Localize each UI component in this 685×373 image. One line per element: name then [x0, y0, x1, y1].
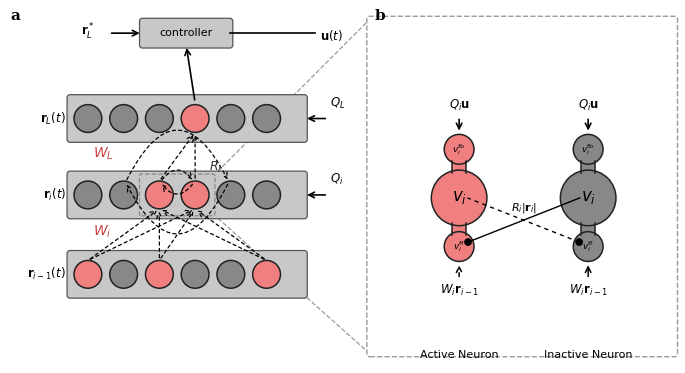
Text: $\mathbf{r}_L(t)$: $\mathbf{r}_L(t)$ [40, 110, 66, 126]
Circle shape [110, 181, 138, 209]
Text: $W_i\mathbf{r}_{i-1}$: $W_i\mathbf{r}_{i-1}$ [440, 283, 479, 298]
Circle shape [445, 232, 474, 261]
Circle shape [445, 134, 474, 164]
Text: a: a [10, 9, 21, 23]
Circle shape [464, 239, 471, 245]
FancyBboxPatch shape [67, 251, 308, 298]
Circle shape [573, 232, 603, 261]
Circle shape [74, 260, 102, 288]
Text: $v_i^{\rm ff}$: $v_i^{\rm ff}$ [453, 239, 465, 254]
Circle shape [217, 104, 245, 132]
Circle shape [560, 170, 616, 226]
Circle shape [432, 170, 487, 226]
FancyBboxPatch shape [581, 222, 595, 235]
FancyBboxPatch shape [452, 222, 466, 235]
Text: $Q_i\mathbf{u}$: $Q_i\mathbf{u}$ [449, 97, 470, 113]
Text: b: b [375, 9, 386, 23]
Circle shape [145, 181, 173, 209]
Text: Inactive Neuron: Inactive Neuron [544, 350, 632, 360]
Text: $v_i^{\rm ff}$: $v_i^{\rm ff}$ [582, 239, 595, 254]
Text: Active Neuron: Active Neuron [420, 350, 499, 360]
Text: $R_i|\mathbf{r}_i|$: $R_i|\mathbf{r}_i|$ [510, 201, 537, 215]
Text: $v_i$: $v_i$ [451, 189, 466, 206]
Text: $W_i\mathbf{r}_{i-1}$: $W_i\mathbf{r}_{i-1}$ [569, 283, 608, 298]
Text: $Q_L$: $Q_L$ [330, 95, 345, 110]
Text: $\mathbf{u}(t)$: $\mathbf{u}(t)$ [320, 28, 343, 43]
Text: $W_i$: $W_i$ [93, 223, 111, 240]
Circle shape [253, 181, 280, 209]
Text: $\mathbf{r}_{i-1}(t)$: $\mathbf{r}_{i-1}(t)$ [27, 266, 66, 282]
Circle shape [74, 104, 102, 132]
Text: $Q_i\mathbf{u}$: $Q_i\mathbf{u}$ [577, 97, 599, 113]
Circle shape [182, 181, 209, 209]
Circle shape [253, 104, 280, 132]
Text: $v_i$: $v_i$ [581, 189, 596, 206]
FancyBboxPatch shape [67, 95, 308, 142]
Circle shape [145, 104, 173, 132]
Text: $v_i^{\rm fb}$: $v_i^{\rm fb}$ [452, 142, 466, 157]
Circle shape [110, 260, 138, 288]
Circle shape [182, 104, 209, 132]
FancyBboxPatch shape [140, 18, 233, 48]
Text: $W_L$: $W_L$ [93, 145, 114, 162]
Text: $R_i$: $R_i$ [209, 160, 222, 175]
Circle shape [182, 260, 209, 288]
FancyBboxPatch shape [452, 160, 466, 173]
Circle shape [217, 260, 245, 288]
FancyBboxPatch shape [367, 16, 677, 357]
Text: $v_i^{\rm fb}$: $v_i^{\rm fb}$ [582, 142, 595, 157]
Circle shape [573, 134, 603, 164]
FancyBboxPatch shape [67, 171, 308, 219]
Text: $\mathbf{r}_i(t)$: $\mathbf{r}_i(t)$ [42, 187, 66, 203]
Text: $Q_i$: $Q_i$ [330, 172, 344, 187]
Circle shape [217, 181, 245, 209]
Circle shape [110, 104, 138, 132]
Circle shape [253, 260, 280, 288]
FancyBboxPatch shape [581, 160, 595, 173]
Text: controller: controller [160, 28, 213, 38]
Circle shape [576, 239, 583, 245]
Circle shape [145, 260, 173, 288]
Circle shape [74, 181, 102, 209]
Text: $\mathbf{r}_L^*$: $\mathbf{r}_L^*$ [82, 22, 95, 42]
